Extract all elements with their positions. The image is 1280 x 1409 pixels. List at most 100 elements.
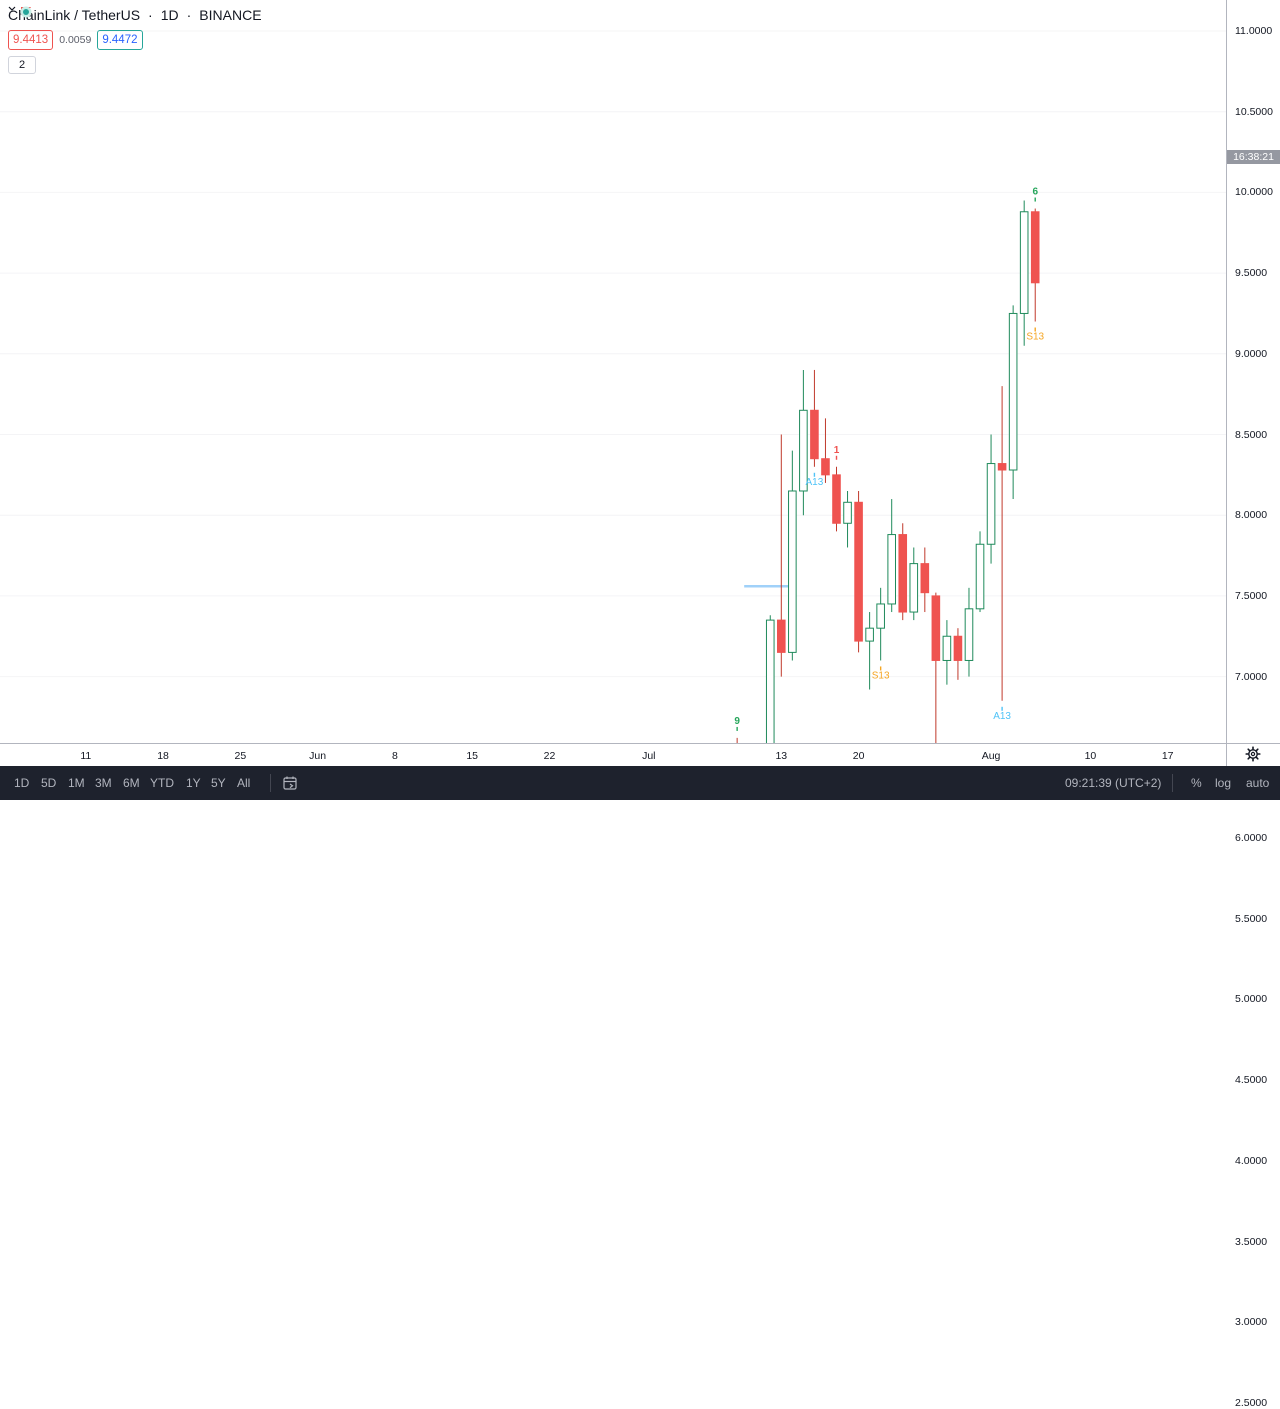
candle-body-up bbox=[843, 501, 852, 524]
range-button-6m[interactable]: 6M bbox=[123, 776, 140, 790]
range-button-1m[interactable]: 1M bbox=[68, 776, 85, 790]
time-tick-label: 13 bbox=[775, 750, 788, 762]
price-tick-label: 7.0000 bbox=[1235, 670, 1268, 683]
candle-body-down bbox=[953, 635, 963, 661]
time-tick-label: 18 bbox=[157, 750, 169, 762]
candle-body-up bbox=[788, 490, 797, 653]
candle-body-up bbox=[876, 603, 885, 629]
td-marker-label: S13 bbox=[1026, 332, 1044, 343]
candle bbox=[975, 531, 985, 613]
time-tick-label: 15 bbox=[466, 750, 479, 762]
price-tick-label: 2.5000 bbox=[1235, 1396, 1268, 1409]
td-marker: 9 bbox=[734, 716, 740, 731]
candle bbox=[810, 369, 819, 467]
price-tick-label: 9.0000 bbox=[1235, 347, 1268, 360]
price-tick-label: 8.5000 bbox=[1235, 428, 1268, 441]
price-chart[interactable]: A13S139C131A13S1399C13A131S13A136S13 bbox=[0, 0, 1226, 743]
ask-price-button[interactable]: 9.4472 bbox=[97, 30, 143, 50]
percent-scale-button[interactable]: % bbox=[1191, 776, 1202, 790]
time-axis[interactable]: 11 18 25 Jun 8 15 22 Jul 13 20 Aug 10 17 bbox=[0, 743, 1226, 767]
td-marker: 1 bbox=[834, 445, 840, 460]
td-marker: S13 bbox=[872, 666, 890, 681]
toolbar-divider bbox=[1172, 774, 1173, 792]
td-marker: A13 bbox=[806, 472, 824, 488]
bid-price-button[interactable]: 9.4413 bbox=[8, 30, 54, 50]
range-button-1y[interactable]: 1Y bbox=[186, 776, 201, 790]
price-tick-label: 4.5000 bbox=[1235, 1074, 1268, 1087]
td-markers: A13S139C131A13S1399C13A131S13A136S13 bbox=[734, 187, 1045, 731]
log-scale-button[interactable]: log bbox=[1215, 776, 1232, 790]
time-tick-label: Jul bbox=[642, 750, 656, 762]
symbol-title-row: ChainLink / TetherUS · 1D · BINANCE bbox=[8, 6, 262, 24]
range-button-5d[interactable]: 5D bbox=[41, 776, 57, 790]
chart-area[interactable]: A13S139C131A13S1399C13A131S13A136S13 Cha… bbox=[0, 0, 1226, 743]
price-tick-label: 10.5000 bbox=[1235, 105, 1273, 118]
candle-body-up bbox=[799, 409, 808, 492]
candle bbox=[986, 434, 996, 564]
candle bbox=[964, 587, 974, 677]
price-tick-label: 5.0000 bbox=[1235, 993, 1268, 1006]
candle-body-down bbox=[931, 595, 941, 661]
price-tick-label: 11.0000 bbox=[1235, 25, 1273, 37]
candle bbox=[854, 490, 863, 653]
range-button-ytd[interactable]: YTD bbox=[150, 776, 174, 790]
candle bbox=[832, 466, 841, 532]
candle-body-down bbox=[832, 474, 841, 524]
candle bbox=[953, 628, 963, 680]
candle-body-up bbox=[1008, 312, 1018, 471]
symbol-name[interactable]: ChainLink / TetherUS bbox=[8, 7, 141, 23]
candle-body-up bbox=[765, 619, 775, 743]
exchange-label: BINANCE bbox=[199, 7, 262, 23]
time-tick-label: 11 bbox=[80, 750, 92, 762]
time-tick-label: Aug bbox=[981, 750, 1001, 762]
candle-body-down bbox=[898, 534, 908, 613]
candle bbox=[843, 490, 852, 548]
calendar-range-icon[interactable] bbox=[282, 775, 298, 791]
candle bbox=[898, 523, 908, 621]
range-button-3m[interactable]: 3M bbox=[95, 776, 112, 790]
gear-icon[interactable] bbox=[1245, 746, 1261, 762]
tdst-lines bbox=[744, 584, 797, 588]
candle bbox=[777, 434, 786, 677]
chart-legend: ChainLink / TetherUS · 1D · BINANCE 9.44… bbox=[8, 6, 262, 74]
candle-body-up bbox=[1019, 211, 1029, 314]
spread-value: 0.0059 bbox=[59, 34, 92, 46]
price-tick-label: 4.0000 bbox=[1235, 1154, 1268, 1167]
auto-scale-button[interactable]: auto bbox=[1246, 776, 1270, 790]
title-separator: · bbox=[148, 7, 153, 23]
range-button-1d[interactable]: 1D bbox=[14, 776, 30, 790]
candle-body-down bbox=[854, 501, 863, 642]
candle-body-down bbox=[810, 409, 819, 460]
time-tick-label: 22 bbox=[543, 750, 556, 762]
indicators-toggle-button[interactable]: 2 bbox=[8, 6, 36, 74]
grid-lines bbox=[0, 30, 1226, 678]
toolbar-divider bbox=[270, 774, 271, 792]
candle-body-down bbox=[920, 563, 930, 594]
time-tick-label: Jun bbox=[309, 750, 327, 762]
price-axis[interactable]: 11.0000 10.5000 10.0000 9.5000 9.0000 8.5000 8… bbox=[1226, 0, 1280, 1409]
candle-body-up bbox=[975, 543, 985, 610]
range-button-all[interactable]: All bbox=[237, 776, 251, 790]
td-marker: S13 bbox=[1026, 327, 1045, 343]
candle bbox=[1030, 208, 1040, 322]
utc-clock[interactable]: 09:21:39 (UTC+2) bbox=[1065, 776, 1162, 790]
candle bbox=[821, 418, 830, 483]
td-marker-label: A13 bbox=[993, 711, 1011, 722]
td-marker-label: S13 bbox=[872, 670, 890, 681]
candle bbox=[1008, 305, 1018, 500]
interval-label[interactable]: 1D bbox=[160, 7, 179, 23]
bottom-toolbar: 1D 5D 1M 3M 6M YTD 1Y 5Y All 09:21:39 (UTC+2) % … bbox=[0, 766, 1280, 800]
range-button-5y[interactable]: 5Y bbox=[211, 776, 226, 790]
candle bbox=[887, 499, 897, 613]
candle bbox=[909, 547, 919, 621]
candle bbox=[1019, 200, 1029, 346]
td-marker-label: A13 bbox=[806, 477, 824, 488]
candle-body-down bbox=[821, 458, 830, 476]
time-tick-label: 20 bbox=[852, 750, 865, 762]
price-tick-label: 3.0000 bbox=[1235, 1316, 1268, 1329]
candle-body-down bbox=[997, 463, 1007, 471]
td-marker-label: 9 bbox=[734, 716, 740, 727]
candle bbox=[765, 615, 775, 743]
price-tick-label: 3.5000 bbox=[1235, 1235, 1268, 1248]
candle bbox=[920, 547, 930, 613]
